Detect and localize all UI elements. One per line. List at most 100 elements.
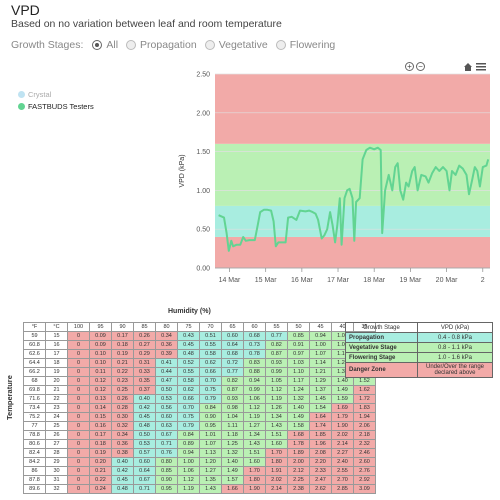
table-cell: 0.94	[177, 448, 200, 458]
column-header: 100	[67, 322, 90, 332]
table-cell: 0.39	[155, 349, 178, 359]
table-cell: 1.07	[309, 349, 332, 359]
x-tick-label: 2	[481, 277, 485, 284]
table-cell: 2.12	[287, 466, 310, 476]
table-cell: 0.64	[133, 466, 156, 476]
table-cell: 0.32	[111, 421, 134, 431]
column-header: 95	[89, 322, 112, 332]
stage-option-propagation[interactable]: Propagation	[126, 39, 197, 51]
home-icon[interactable]	[463, 62, 473, 71]
stage-name: Vegetative Stage	[345, 342, 418, 353]
table-cell: 0.97	[287, 349, 310, 359]
table-cell: 1.43	[243, 439, 266, 449]
table-cell: 2.60	[353, 457, 376, 467]
y-tick-label: 0.00	[196, 266, 210, 273]
radio-propagation[interactable]	[126, 40, 137, 50]
table-cell: 0	[67, 457, 90, 467]
table-cell: 0.79	[177, 421, 200, 431]
table-cell: 66.2	[23, 367, 46, 377]
table-cell: 0.30	[111, 412, 134, 422]
zoom-controls: + −	[405, 62, 425, 71]
table-cell: 0.57	[133, 448, 156, 458]
y-tick-label: 0.50	[196, 227, 210, 234]
table-cell: 0.85	[155, 466, 178, 476]
table-cell: 0.42	[133, 403, 156, 413]
table-cell: 0.22	[89, 475, 112, 485]
table-cell: 2.25	[287, 475, 310, 485]
table-cell: 1.27	[199, 466, 222, 476]
table-cell: 2.06	[353, 421, 376, 431]
menu-icon[interactable]	[476, 62, 486, 71]
table-cell: 0.77	[221, 367, 244, 377]
table-cell: 1.24	[287, 385, 310, 395]
table-cell: 0.67	[133, 475, 156, 485]
table-cell: 1.03	[287, 358, 310, 368]
table-cell: 0.79	[199, 394, 222, 404]
table-cell: 0	[67, 376, 90, 386]
table-cell: 0.42	[111, 466, 134, 476]
table-cell: 0	[67, 466, 90, 476]
table-cell: 0.71	[133, 484, 156, 494]
table-row: 64.4 18 0 0.10 0.21 0.31 0.41 0.52 0.62 0.72 0.83 0…	[23, 358, 376, 368]
table-cell: 1.91	[265, 466, 288, 476]
table-cell: 0.93	[265, 358, 288, 368]
y-tick-label: 1.50	[196, 149, 210, 156]
table-cell: 0.50	[155, 385, 178, 395]
table-cell: 29	[45, 457, 68, 467]
stage-option-vegetative[interactable]: Vegetative	[204, 39, 268, 51]
table-cell: 0	[67, 394, 90, 404]
humidity-title: Humidity (%)	[168, 308, 211, 315]
table-cell: 31	[45, 475, 68, 485]
table-cell: 0.15	[89, 412, 112, 422]
table-cell: 17	[45, 349, 68, 359]
table-cell: 1.51	[265, 430, 288, 440]
x-tick-label: 20 Mar	[436, 277, 458, 284]
table-cell: 0.19	[111, 349, 134, 359]
column-header: Growth Stage	[345, 322, 418, 333]
x-tick-label: 16 Mar	[291, 277, 313, 284]
radio-vegetative[interactable]	[204, 40, 215, 50]
table-cell: 0.36	[111, 439, 134, 449]
table-cell: 2.14	[265, 484, 288, 494]
legend-item-crystal[interactable]: Crystal	[18, 90, 94, 99]
table-cell: 1.12	[265, 385, 288, 395]
table-cell: 0.50	[133, 430, 156, 440]
table-cell: 0.94	[243, 376, 266, 386]
table-row: 80.6 27 0 0.18 0.36 0.53 0.71 0.89 1.07 1.25 1.43 1…	[23, 439, 376, 449]
radio-flowering[interactable]	[275, 40, 286, 50]
table-cell: 0.21	[89, 466, 112, 476]
table-cell: 1.60	[265, 439, 288, 449]
table-cell: 0.70	[177, 403, 200, 413]
zoom-out-icon[interactable]: −	[416, 62, 425, 71]
zoom-in-icon[interactable]: +	[405, 62, 414, 71]
chart-legend: Crystal FASTBUDS Testers	[18, 90, 94, 114]
table-cell: 2.55	[331, 466, 354, 476]
table-cell: 0.18	[89, 439, 112, 449]
page-subtitle: Based on no variation between leaf and r…	[11, 18, 282, 30]
table-cell: 1.58	[287, 421, 310, 431]
table-row: 60.8 16 0 0.09 0.18 0.27 0.36 0.45 0.55 0.64 0.73 0…	[23, 340, 376, 350]
y-axis-label: VPD (kPa)	[179, 154, 186, 187]
table-cell: 1.89	[287, 448, 310, 458]
table-cell: 1.51	[243, 448, 266, 458]
table-cell: 0	[67, 358, 90, 368]
zone-band	[215, 74, 490, 144]
table-cell: 0.45	[111, 475, 134, 485]
table-cell: 0.60	[133, 457, 156, 467]
stage-option-all[interactable]: All	[92, 39, 118, 51]
table-cell: 0	[67, 385, 90, 395]
table-cell: 1.43	[265, 421, 288, 431]
radio-all[interactable]	[92, 40, 103, 50]
table-cell: 0.22	[111, 367, 134, 377]
table-cell: 1.00	[177, 457, 200, 467]
table-cell: 1.29	[309, 376, 332, 386]
table-cell: 80.6	[23, 439, 46, 449]
table-cell: 2.20	[309, 457, 332, 467]
table-cell: 1.69	[331, 403, 354, 413]
stage-option-flowering[interactable]: Flowering	[275, 39, 335, 51]
legend-item-fastbuds[interactable]: FASTBUDS Testers	[18, 102, 94, 111]
page-title: VPD	[11, 2, 40, 18]
legend-dot-icon	[18, 103, 25, 110]
table-cell: 2.00	[287, 457, 310, 467]
